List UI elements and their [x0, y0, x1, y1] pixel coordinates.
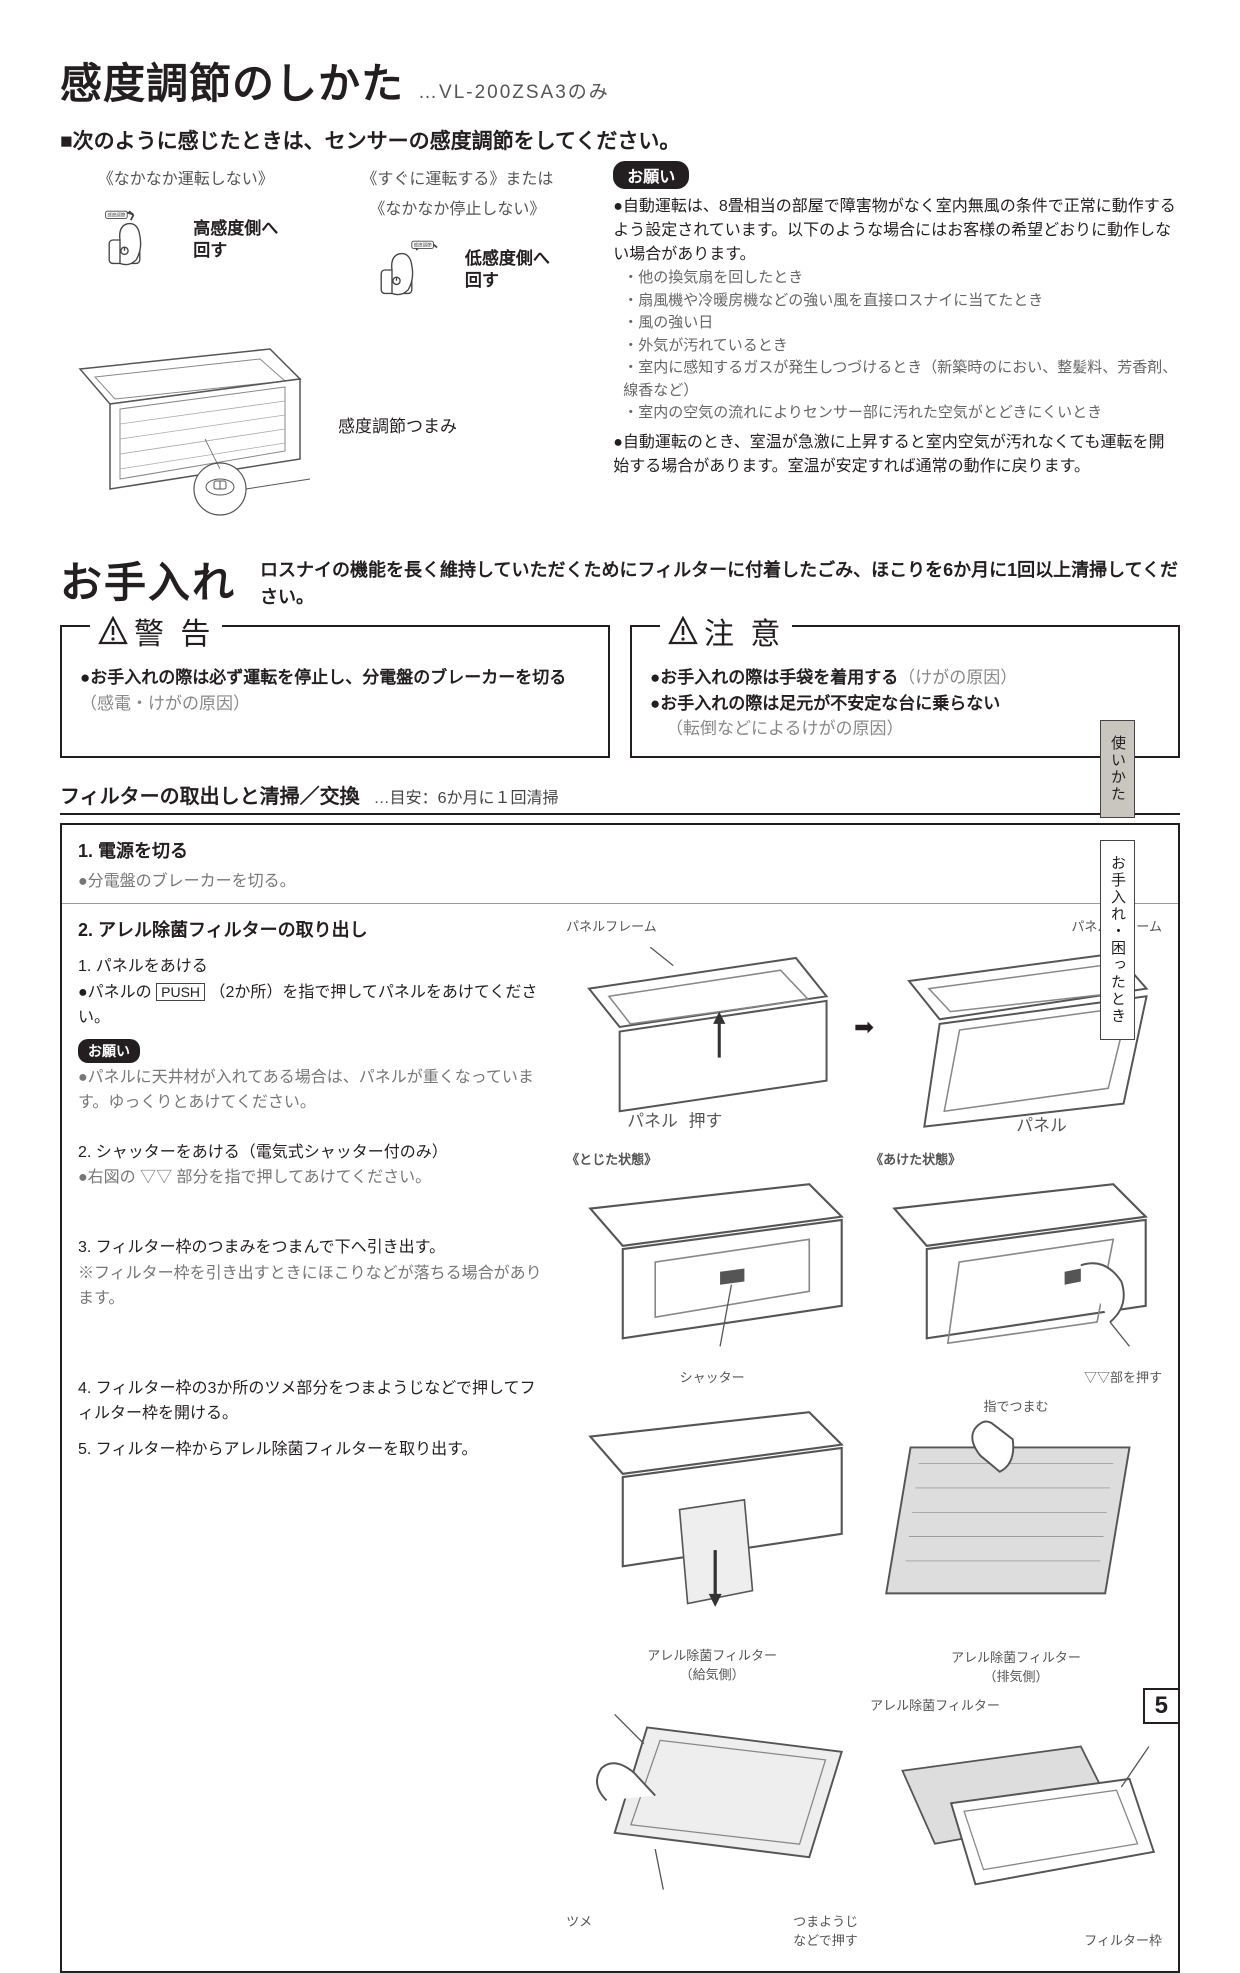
- shutter-open-illustration: [870, 1168, 1162, 1363]
- knob-callout: 感度調節つまみ: [338, 412, 457, 437]
- filter-heading: フィルターの取出しと清掃／交換: [60, 780, 360, 809]
- push-box: PUSH: [156, 983, 205, 1001]
- svg-text:感度調節: 感度調節: [414, 242, 432, 249]
- svg-text:パネル: パネル: [1016, 1116, 1067, 1134]
- svg-text:押す: 押す: [689, 1111, 723, 1130]
- step2-s2: 2. シャッターをあける（電気式シャッター付のみ）: [78, 1140, 546, 1166]
- section1-suffix: …VL-200ZSA3のみ: [418, 77, 610, 104]
- notice-sub2: ・扇風機や冷暖房機などの強い風を直接ロスナイに当てたとき: [623, 290, 1180, 313]
- step1-heading: 1. 電源を切る: [78, 837, 1162, 863]
- notice-sub4: ・外気が汚れているとき: [623, 335, 1180, 358]
- diag-tab-label: ツメ: [566, 1911, 592, 1949]
- diag-pinch-label: 指でつまむ: [870, 1396, 1162, 1415]
- notice-pill-sm: お願い: [78, 1039, 140, 1063]
- warning-box: 警 告 ●お手入れの際は必ず運転を停止し、分電盤のブレーカーを切る （感電・けが…: [60, 625, 610, 758]
- section2-title: お手入れ: [60, 549, 236, 610]
- notice-pill: お願い: [613, 161, 689, 189]
- step2-s1c: ●パネルに天井材が入れてある場合は、パネルが重くなっています。ゆっくりとあけてく…: [78, 1065, 546, 1116]
- hand-turn-icon: 感度調節: [365, 225, 455, 315]
- diag-panel-frame-label: パネルフレーム: [566, 916, 842, 935]
- caution-line1-grey: （けがの原因）: [898, 668, 1017, 687]
- step2-s4: 4. フィルター枠の3か所のツメ部分をつまようじなどで押してフィルター枠を開ける…: [78, 1376, 546, 1427]
- caution-line1-bold: ●お手入れの際は手袋を着用する: [650, 668, 898, 687]
- filter-pull-illustration: [566, 1396, 858, 1639]
- step2-s1: 1. パネルをあける: [78, 954, 546, 980]
- filter-heading-sub: …目安：6か月に１回清掃: [374, 784, 559, 808]
- section1-subheading: ■次のように感じたときは、センサーの感度調節をしてください。: [60, 125, 1180, 155]
- device-illustration: [60, 329, 320, 519]
- warning-title: 警 告: [134, 609, 214, 653]
- diag-shutter-label: シャッター: [566, 1367, 858, 1386]
- side-tab-maintenance[interactable]: お手入れ・困ったとき: [1100, 840, 1135, 1040]
- step1-sub: ●分電盤のブレーカーを切る。: [78, 867, 1162, 891]
- case-b-label1: 《すぐに運転する》または: [332, 165, 584, 189]
- svg-text:パネル: パネル: [627, 1111, 678, 1130]
- caution-line2-bold: ●お手入れの際は足元が不安定な台に乗らない: [650, 694, 1000, 713]
- diag-closed-label: 《とじた状態》: [566, 1149, 858, 1168]
- turn-b-text: 低感度側へ 回す: [465, 248, 550, 292]
- notice-sub5: ・室内に感知するガスが発生しつづけるとき（新築時のにおい、整髪料、芳香剤、線香な…: [623, 357, 1180, 402]
- notice-sub3: ・風の強い日: [623, 312, 1180, 335]
- step2-s1b-pre: ●パネルの: [78, 984, 152, 1001]
- svg-text:感度調節: 感度調節: [108, 212, 126, 219]
- diag-open-label: 《あけた状態》: [870, 1149, 1162, 1168]
- case-b-label2: 《なかなか停止しない》: [332, 195, 584, 219]
- step2-s3b: ※フィルター枠を引き出すときにほこりなどが落ちる場合があります。: [78, 1261, 546, 1312]
- filter-frame-open-illustration: [870, 1714, 1162, 1925]
- diag-press-part-label: ▽▽部を押す: [870, 1367, 1162, 1386]
- filter-frame-tab-illustration: [566, 1695, 858, 1906]
- step2-s5: 5. フィルター枠からアレル除菌フィルターを取り出す。: [78, 1437, 546, 1463]
- turn-a-text: 高感度側へ 回す: [193, 218, 278, 262]
- notice1: ●自動運転は、8畳相当の部屋で障害物がなく室内無風の条件で正常に動作するよう設定…: [613, 195, 1180, 267]
- warning-body-bold: ●お手入れの際は必ず運転を停止し、分電盤のブレーカーを切る: [80, 668, 566, 687]
- hand-turn-icon: 感度調節: [93, 195, 183, 285]
- diag-filter-label: アレル除菌フィルター: [870, 1695, 1000, 1714]
- section2-desc: ロスナイの機能を長く維持していただくためにフィルターに付着したごみ、ほこりを6か…: [260, 549, 1180, 611]
- page-number: 5: [1143, 1688, 1180, 1724]
- side-tab-usage[interactable]: 使いかた: [1100, 720, 1135, 818]
- shutter-closed-illustration: [566, 1168, 858, 1363]
- caution-line2-grey: （転倒などによるけがの原因）: [666, 716, 1160, 742]
- step2-s2b: ●右図の ▽▽ 部分を指で押してあけてください。: [78, 1165, 546, 1191]
- notice-sub1: ・他の換気扇を回したとき: [623, 267, 1180, 290]
- diag-filter-supply-label: アレル除菌フィルター （給気側）: [566, 1645, 858, 1683]
- case-a-label: 《なかなか運転しない》: [60, 165, 312, 189]
- caution-box: 注 意 ●お手入れの際は手袋を着用する（けがの原因） ●お手入れの際は足元が不安…: [630, 625, 1180, 758]
- filter-pinch-illustration: [870, 1415, 1162, 1642]
- notice-sub6: ・室内の空気の流れによりセンサー部に汚れた空気がとどきにくいとき: [623, 402, 1180, 425]
- caution-triangle-icon: [668, 616, 698, 646]
- section1-title: 感度調節のしかた: [60, 50, 404, 111]
- diag-filter-frame-label: フィルター枠: [870, 1930, 1162, 1949]
- caution-title: 注 意: [704, 609, 784, 653]
- panel-closed-illustration: パネル 押す: [566, 935, 842, 1134]
- step2-heading: 2. アレル除菌フィルターの取り出し: [78, 916, 546, 945]
- step2-s3: 3. フィルター枠のつまみをつまんで下へ引き出す。: [78, 1235, 546, 1261]
- warning-body-grey: （感電・けがの原因）: [80, 694, 250, 713]
- notice2: ●自動運転のとき、室温が急激に上昇すると室内空気が汚れなくても運転を開始する場合…: [613, 431, 1180, 479]
- diag-toothpick-label: つまようじ などで押す: [793, 1911, 858, 1949]
- diag-filter-exhaust-label: アレル除菌フィルター （排気側）: [870, 1647, 1162, 1685]
- warning-triangle-icon: [98, 616, 128, 646]
